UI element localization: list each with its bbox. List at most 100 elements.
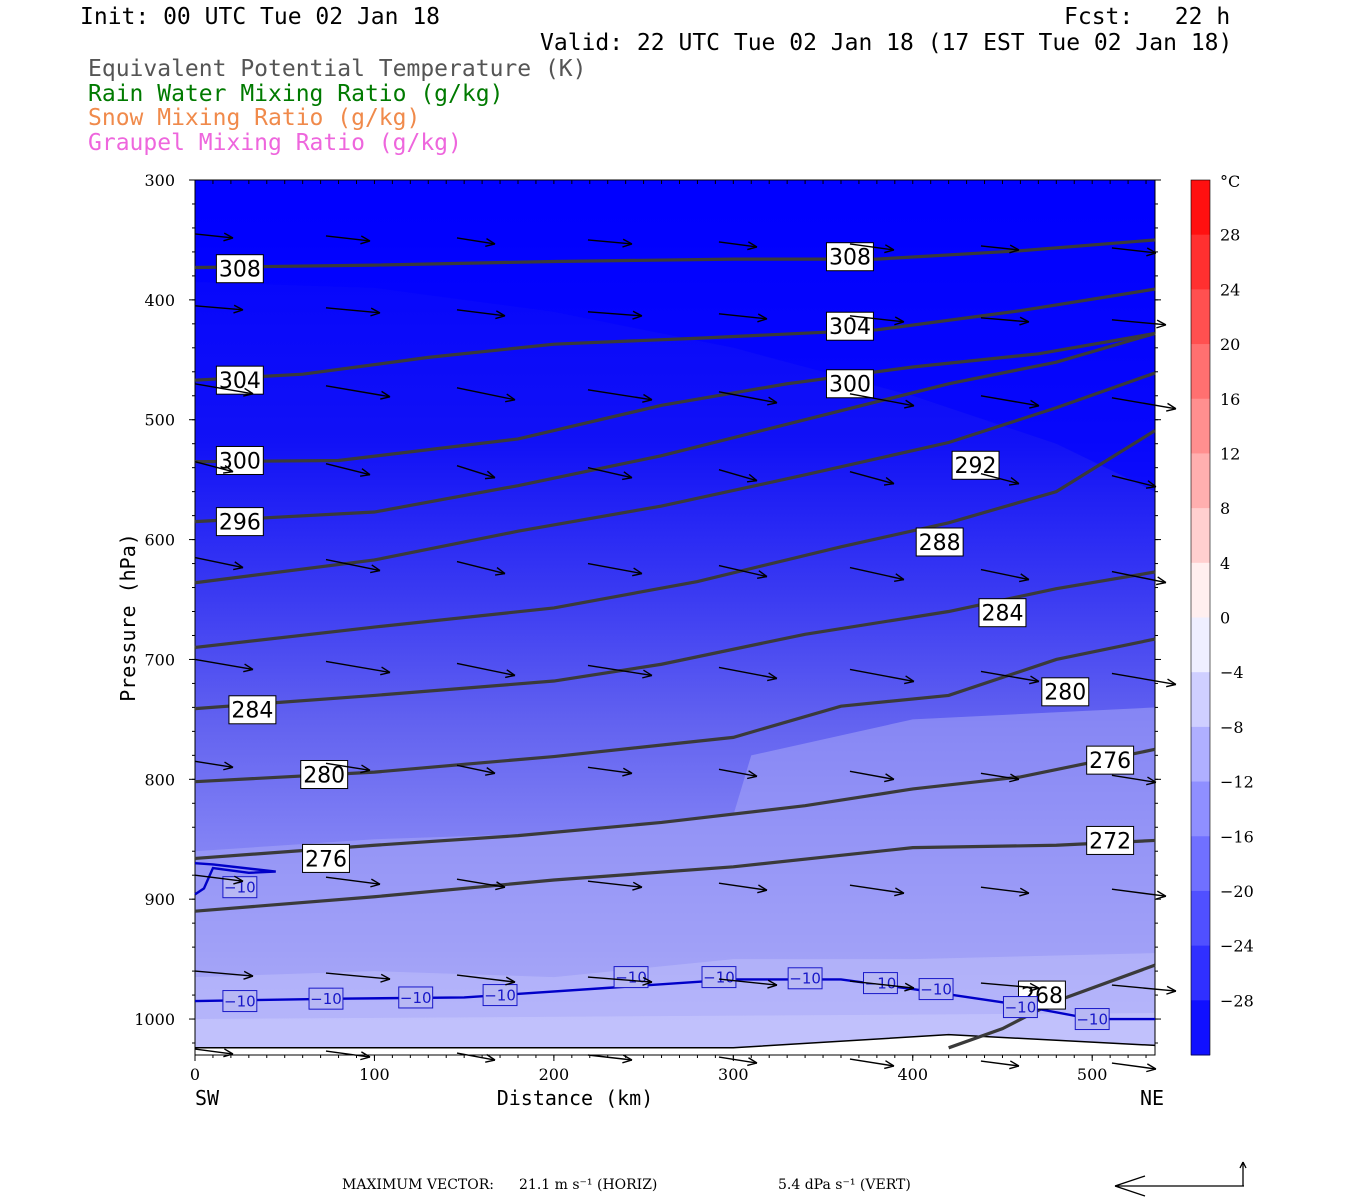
- wind-vector: [1111, 672, 1177, 688]
- y-tick-label: 1000: [134, 1010, 175, 1029]
- wind-vector: [980, 886, 1030, 897]
- x-tick-label: 300: [718, 1065, 749, 1084]
- colorbar-band: [1191, 180, 1210, 236]
- wind-vector: [718, 564, 768, 579]
- wind-vector: [587, 562, 643, 577]
- y-tick-label: 400: [144, 291, 175, 310]
- theta-e-label: 288: [919, 531, 961, 556]
- temperature-label-box: [308, 987, 344, 1010]
- temperature-label-box: [701, 966, 737, 989]
- colorbar-label: −8: [1220, 718, 1244, 737]
- temperature-label: −10: [400, 989, 432, 1007]
- wind-vector: [980, 982, 1040, 992]
- wind-vector: [587, 389, 653, 403]
- wind-vector: [1111, 397, 1177, 412]
- wind-vector: [325, 876, 381, 888]
- wind-vector: [587, 466, 633, 481]
- theta-e-label: 292: [955, 454, 997, 479]
- init-time: Init: 00 UTC Tue 02 Jan 18: [80, 4, 441, 30]
- wind-vector: [718, 241, 758, 251]
- theta-e-label-box: [1041, 677, 1090, 707]
- colorbar-band: [1191, 234, 1210, 290]
- colorbar-band: [1191, 836, 1210, 892]
- forecast-hour: Fcst: 22 h: [1064, 4, 1231, 30]
- theta-e-contour: [194, 838, 1156, 913]
- colorbar-label: −12: [1220, 773, 1254, 792]
- wind-vector: [587, 766, 633, 777]
- theta-e-label: 276: [305, 847, 347, 872]
- x-axis-title: Distance (km): [497, 1086, 654, 1110]
- temperature-label-box: [482, 984, 518, 1007]
- theta-e-label-box: [915, 527, 964, 557]
- temperature-label: −10: [703, 968, 735, 986]
- theta-e-label: 280: [1044, 681, 1086, 706]
- wind-vector: [849, 1058, 895, 1070]
- wind-vector: [587, 310, 643, 320]
- x-end-label-right: NE: [1140, 1086, 1164, 1110]
- wind-vector: [325, 235, 371, 245]
- wind-vector: [456, 237, 496, 248]
- wind-vector: [849, 770, 895, 783]
- wind-vector: [849, 668, 915, 685]
- wind-vector: [325, 462, 371, 477]
- y-tick-label: 900: [144, 890, 175, 909]
- wind-vector: [1111, 984, 1177, 995]
- max-vector-vert: 5.4 dPa s⁻¹ (VERT): [778, 1177, 911, 1193]
- wind-vector: [194, 304, 244, 314]
- y-tick-label: 700: [144, 650, 175, 669]
- wind-vector: [849, 243, 895, 254]
- theta-e-contour: [194, 331, 1156, 464]
- wind-vector: [718, 1056, 758, 1067]
- wind-vector: [194, 556, 244, 571]
- theta-e-contour: [194, 371, 1156, 585]
- theta-e-label: 284: [981, 602, 1023, 627]
- colorbar-label: −28: [1220, 991, 1254, 1010]
- wind-vector: [325, 660, 391, 676]
- wind-vector: [456, 465, 496, 480]
- wind-vector: [587, 664, 653, 679]
- wind-vector: [325, 307, 381, 317]
- temperature-label: −10: [920, 980, 952, 998]
- temperature-label: −10: [310, 990, 342, 1008]
- theta-e-contour: [194, 637, 1156, 784]
- temperature-contour: [194, 862, 276, 896]
- y-tick-label: 600: [144, 531, 175, 550]
- wind-vector: [456, 878, 506, 891]
- max-vector-horiz: 21.1 m s⁻¹ (HORIZ): [519, 1177, 658, 1193]
- wind-vector: [718, 313, 768, 323]
- wind-vector: [456, 1052, 496, 1063]
- y-tick-label: 800: [144, 770, 175, 789]
- colorbar-label: 4: [1220, 554, 1230, 573]
- wind-vector: [1111, 774, 1157, 786]
- x-end-label-left: SW: [195, 1086, 220, 1110]
- wind-vector: [980, 670, 1040, 685]
- x-tick-label: 500: [1077, 1065, 1108, 1084]
- temperature-label: −10: [1005, 998, 1037, 1016]
- theta-e-label: 284: [231, 699, 273, 724]
- temperature-label-box: [1074, 1008, 1110, 1031]
- legend-graupel: Graupel Mixing Ratio (g/kg): [88, 130, 462, 156]
- theta-e-label-box: [1086, 825, 1135, 855]
- wind-vector: [849, 315, 905, 326]
- wind-vector: [849, 566, 905, 583]
- wind-vector: [456, 764, 496, 776]
- colorbar-band: [1191, 562, 1210, 618]
- legend-snow: Snow Mixing Ratio (g/kg): [88, 105, 421, 131]
- temperature-label-box: [222, 876, 258, 899]
- temperature-label: −10: [789, 970, 821, 988]
- x-tick-label: 200: [539, 1065, 570, 1084]
- wind-vector: [194, 461, 234, 474]
- wind-vector: [718, 882, 768, 894]
- theta-e-label-box: [215, 254, 264, 284]
- temperature-label: −10: [224, 879, 256, 897]
- wind-vector: [456, 387, 516, 403]
- theta-e-label: 296: [219, 511, 261, 536]
- colorbar-label: −20: [1220, 882, 1254, 901]
- temperature-label-box: [918, 978, 954, 1001]
- theta-e-label: 308: [829, 246, 871, 271]
- theta-e-contour: [194, 287, 1156, 382]
- wind-vector: [980, 395, 1040, 409]
- colorbar-band: [1191, 398, 1210, 454]
- temperature-label-box: [222, 990, 258, 1013]
